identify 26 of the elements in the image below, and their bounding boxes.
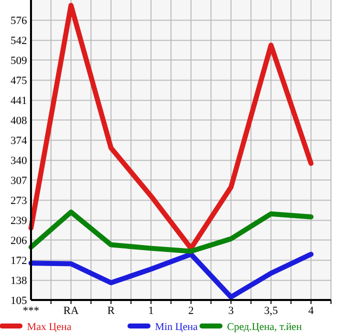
y-tick-label: 273 bbox=[10, 195, 28, 208]
y-tick-label: 172 bbox=[10, 255, 27, 268]
x-tick-label: 3 bbox=[228, 305, 234, 317]
legend-label: Сред.Цена, т.йен bbox=[227, 322, 302, 333]
legend-label: Max Цена bbox=[27, 322, 72, 333]
x-tick-label: 1 bbox=[148, 305, 154, 317]
y-tick-label: 509 bbox=[10, 54, 28, 67]
y-tick-label: 138 bbox=[10, 275, 28, 288]
legend-label: Min Цена bbox=[155, 322, 198, 333]
x-tick-label: 2 bbox=[188, 305, 194, 317]
x-tick-label: 4 bbox=[308, 305, 314, 317]
y-tick-label: 576 bbox=[10, 15, 28, 28]
x-tick-label: 3,5 bbox=[264, 305, 278, 317]
x-tick-label: R bbox=[107, 305, 116, 317]
y-tick-label: 206 bbox=[10, 234, 28, 247]
y-tick-label: 340 bbox=[10, 155, 28, 168]
x-tick-label: *** bbox=[22, 305, 40, 317]
y-tick-label: 441 bbox=[10, 95, 27, 108]
y-tick-label: 307 bbox=[10, 174, 28, 187]
y-tick-label: 239 bbox=[10, 215, 28, 228]
y-tick-label: 408 bbox=[10, 114, 28, 127]
x-tick-label: RA bbox=[63, 305, 79, 317]
y-tick-label: 475 bbox=[10, 75, 28, 88]
y-tick-label: 105 bbox=[10, 294, 28, 307]
y-tick-label: 374 bbox=[10, 135, 28, 148]
y-tick-label: 542 bbox=[10, 35, 27, 48]
